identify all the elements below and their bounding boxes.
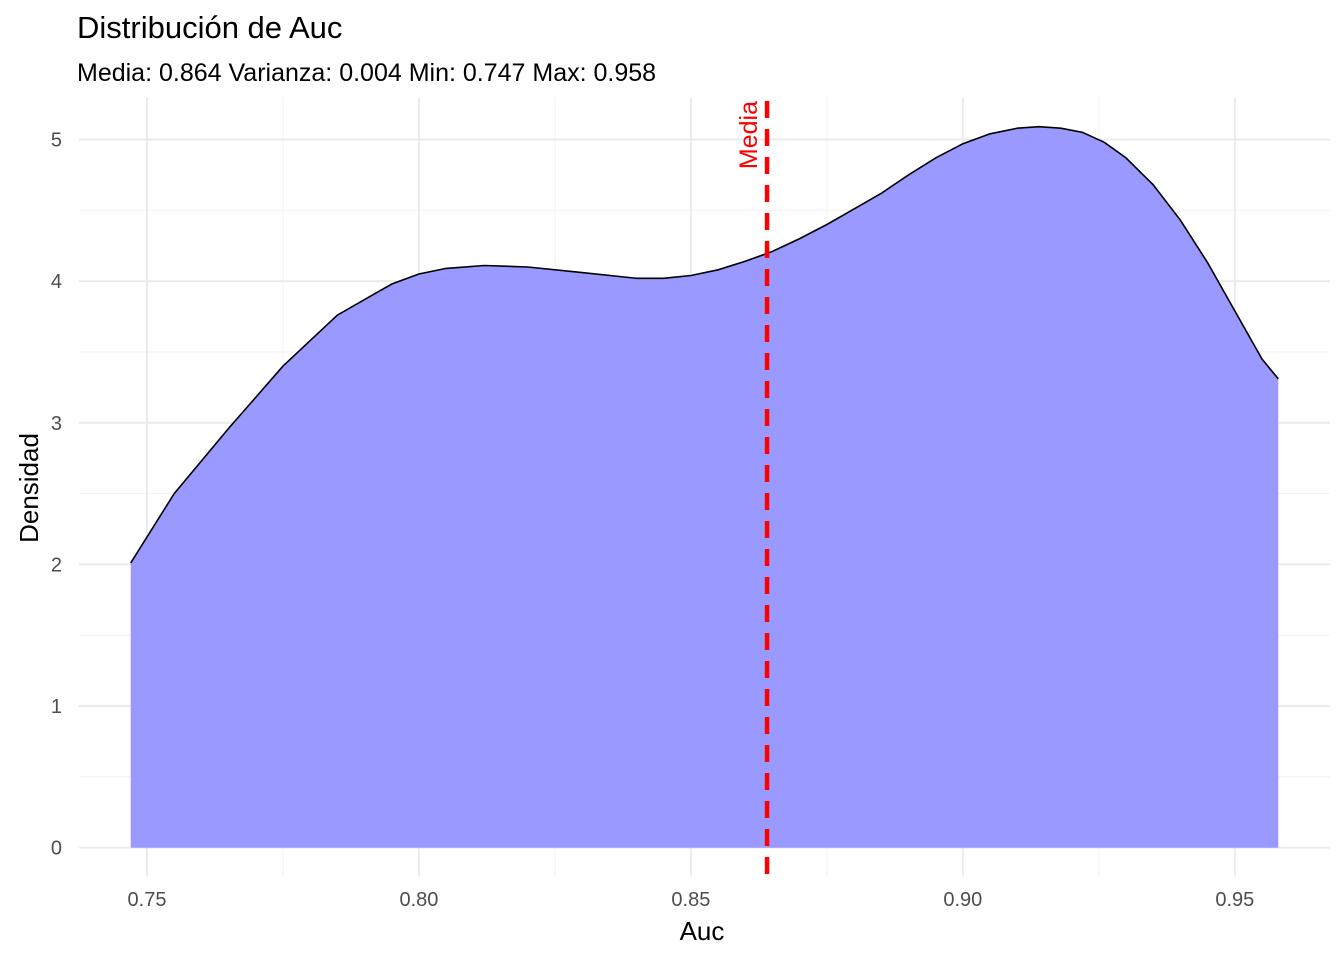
y-tick-label: 5 bbox=[51, 129, 62, 151]
density-area-layer bbox=[130, 125, 1279, 848]
x-tick-label: 0.95 bbox=[1215, 889, 1254, 911]
y-axis-ticks: 0 1 2 3 4 5 bbox=[51, 129, 62, 859]
x-axis-ticks: 0.75 0.80 0.85 0.90 0.95 bbox=[128, 889, 1255, 911]
x-tick-label: 0.90 bbox=[943, 889, 982, 911]
x-tick-label: 0.75 bbox=[128, 889, 167, 911]
x-axis-title: Auc bbox=[680, 916, 725, 946]
x-tick-label: 0.85 bbox=[671, 889, 710, 911]
y-tick-label: 4 bbox=[51, 271, 62, 293]
chart-subtitle: Media: 0.864 Varianza: 0.004 Min: 0.747 … bbox=[77, 59, 657, 87]
y-tick-label: 2 bbox=[51, 554, 62, 576]
y-tick-label: 1 bbox=[51, 696, 62, 718]
chart-title: Distribución de Auc bbox=[77, 10, 343, 45]
y-axis-title: Densidad bbox=[14, 433, 44, 543]
density-area bbox=[130, 126, 1279, 848]
y-tick-label: 0 bbox=[51, 838, 62, 860]
y-tick-label: 3 bbox=[51, 413, 62, 435]
x-tick-label: 0.80 bbox=[399, 889, 438, 911]
mean-line-layer: Media bbox=[735, 101, 770, 876]
density-curve bbox=[130, 125, 1279, 564]
mean-line-label: Media bbox=[735, 101, 763, 169]
